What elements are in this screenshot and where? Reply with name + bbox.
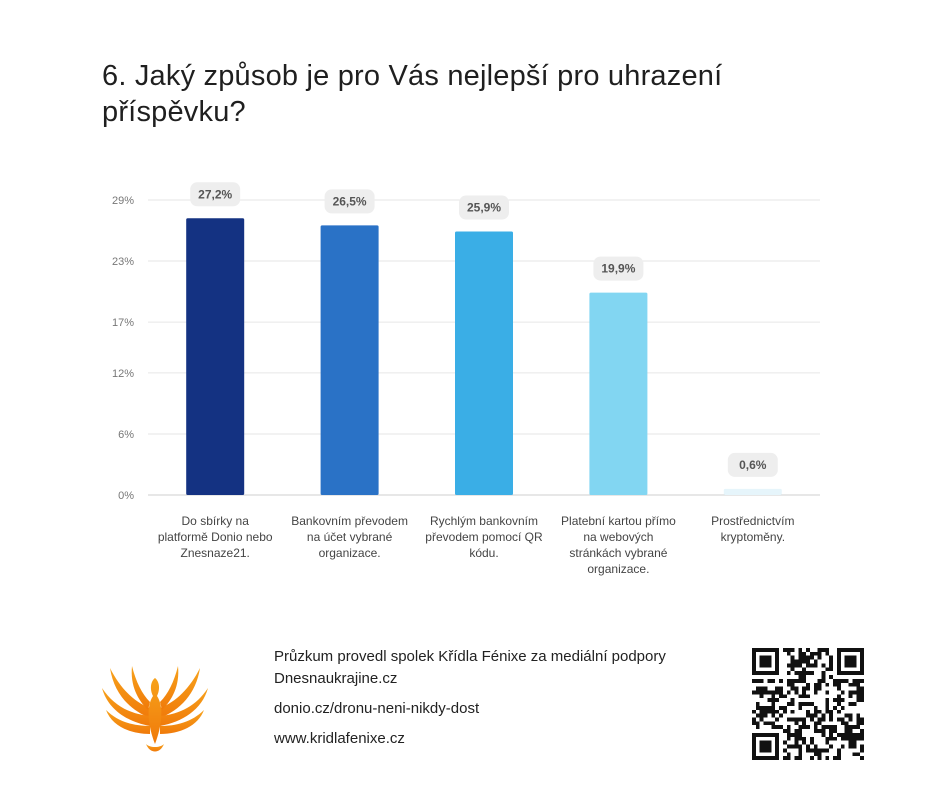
category-label: Rychlým bankovním převodem pomocí QR kódu. [425, 514, 543, 560]
category-label: Do sbírky na platformě Donio nebo Znesnaze… [158, 514, 273, 560]
bar [723, 488, 782, 495]
bar [320, 225, 379, 495]
website-link[interactable]: www.kridlafenixe.cz [274, 730, 405, 747]
bar [455, 231, 513, 495]
bar-chart: 0% 6% 12% 17% 23% 29% 27,2% Do sbírky na platfor… [112, 182, 820, 576]
category-label: Prostřednictvím kryptoměny. [711, 514, 794, 544]
phoenix-logo-icon [102, 666, 208, 752]
data-label-pill [324, 189, 375, 214]
donio-link[interactable]: donio.cz/dronu-neni-nikdy-dost [274, 700, 480, 717]
survey-credit: Průzkum provedl spolek Křídla Fénixe za … [274, 648, 666, 687]
qr-code-icon [752, 648, 864, 760]
bar [186, 218, 245, 495]
data-label: 26,5% [333, 194, 367, 208]
y-tick-label: 23% [112, 256, 134, 268]
data-label: 0,6% [739, 458, 767, 472]
data-label: 25,9% [467, 201, 501, 215]
y-tick-label: 29% [112, 195, 134, 207]
y-tick-label: 12% [112, 368, 134, 380]
bar [589, 292, 648, 495]
data-label-pill [459, 195, 509, 220]
category-label: Bankovním převodem na účet vybrané organiz… [291, 514, 408, 560]
data-label-pill [727, 452, 778, 477]
data-label: 27,2% [198, 187, 232, 201]
chart-title: 6. Jaký způsob je pro Vás nejlepší pro u… [102, 60, 723, 128]
data-label-pill [593, 256, 644, 281]
data-label-pill [190, 182, 241, 207]
data-label: 19,9% [601, 262, 635, 276]
footer-text: Průzkum provedl spolek Křídla Fénixe za … [274, 646, 694, 758]
y-tick-label: 6% [118, 429, 134, 441]
y-tick-label: 17% [112, 317, 134, 329]
y-tick-label: 0% [118, 490, 134, 502]
category-label: Platební kartou přímo na webových stránkác… [561, 514, 676, 576]
